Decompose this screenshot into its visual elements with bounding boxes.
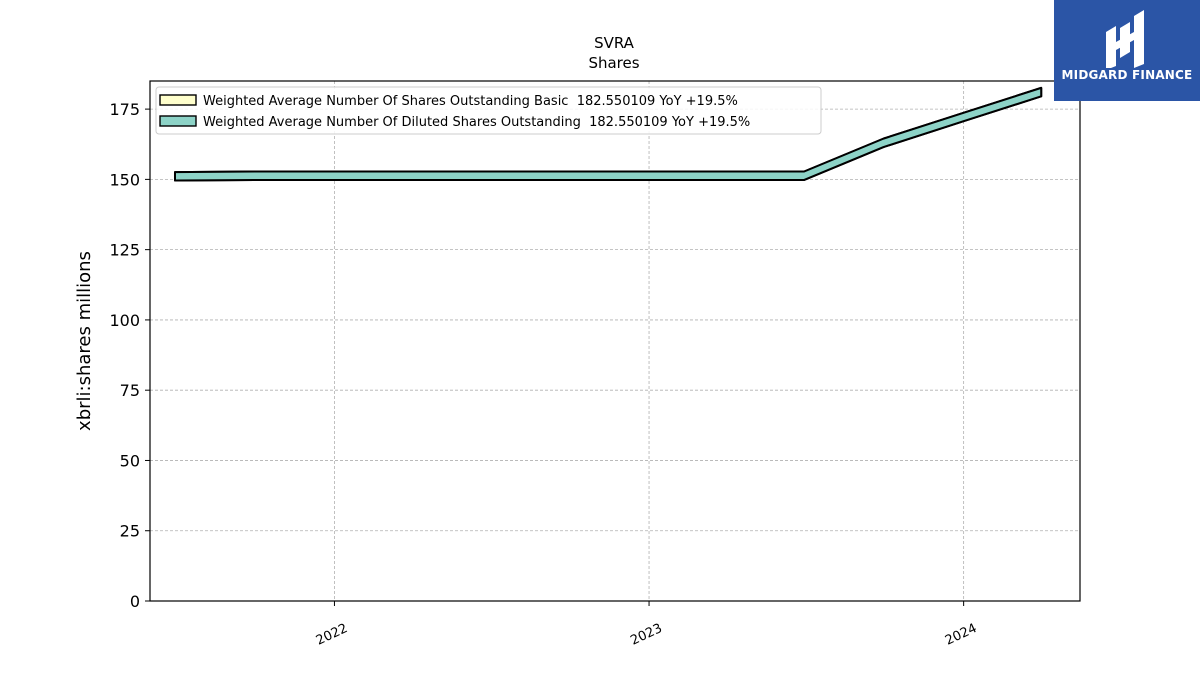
chart-title: SVRA [594,34,635,52]
x-tick-label: 2022 [314,621,350,649]
legend-swatch-diluted [159,115,197,127]
legend-frame [155,86,822,135]
legend-label-basic: Weighted Average Number Of Shares Outsta… [203,94,738,109]
logo-mark-icon [1106,10,1144,68]
logo-text: MIDGARD FINANCE [1061,68,1193,82]
axes: 0 25 50 75 100 125 150 175 2022 2023 2024 [109,100,979,649]
y-tick-label: 50 [120,451,140,470]
midgard-finance-logo: MIDGARD FINANCE [1054,0,1200,101]
plot-frame [149,80,1081,602]
x-tick-label: 2023 [628,621,664,649]
y-axis-label: xbrli:shares millions [74,251,95,431]
chart-subtitle: Shares [588,54,639,72]
y-tick-label: 100 [109,311,140,330]
grid [150,81,1080,602]
y-tick-label: 175 [109,100,140,119]
y-tick-label: 0 [130,592,140,611]
y-tick-label: 75 [120,381,140,400]
legend: Weighted Average Number Of Shares Outsta… [155,86,822,135]
y-tick-label: 150 [109,170,140,189]
y-tick-label: 125 [109,241,140,260]
legend-label-diluted: Weighted Average Number Of Diluted Share… [203,115,750,130]
x-tick-label: 2024 [943,621,979,649]
legend-swatch-basic [159,94,197,106]
series-area [173,86,1043,182]
y-tick-label: 25 [120,522,140,541]
